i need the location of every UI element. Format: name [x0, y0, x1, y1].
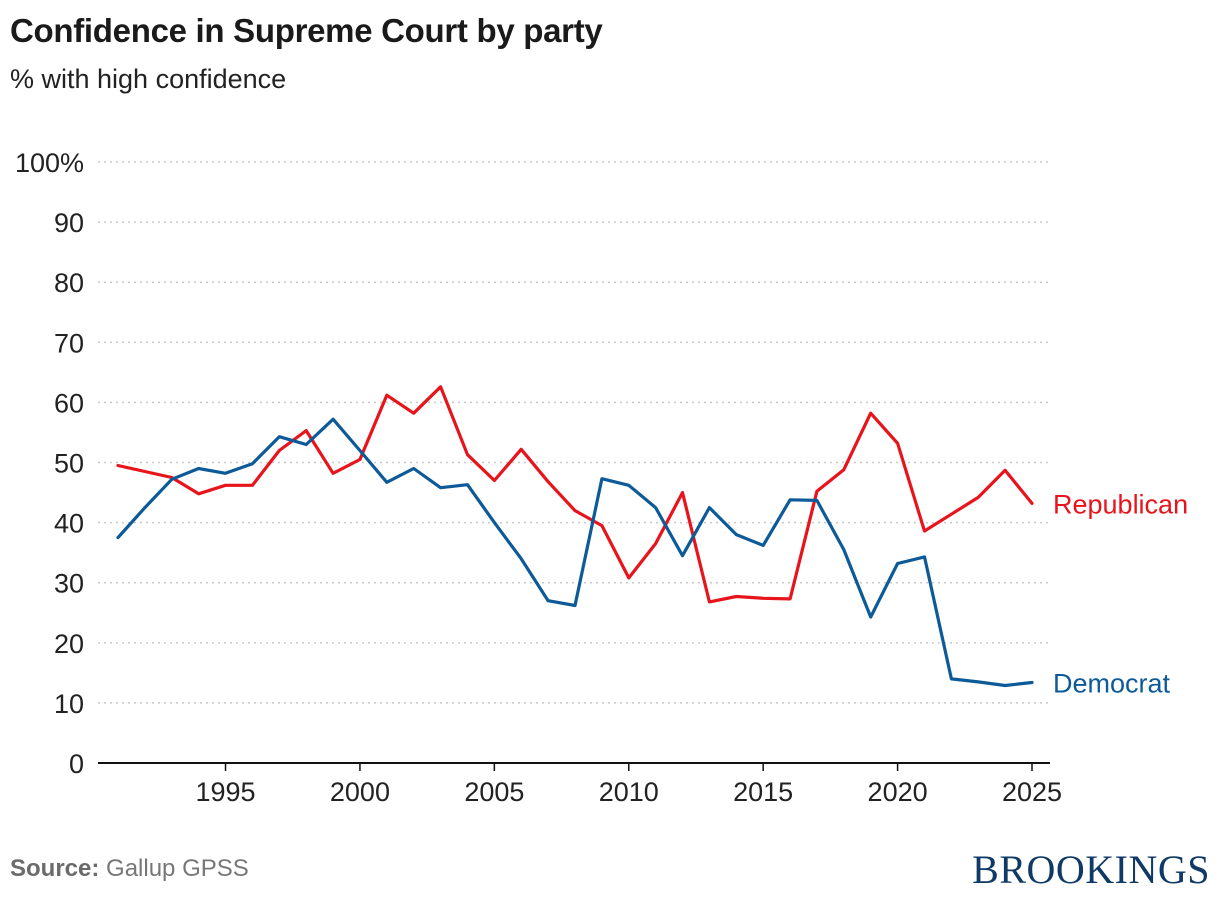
x-tick-label: 2020	[868, 777, 928, 807]
republican-line	[116, 385, 1034, 604]
y-tick-label: 20	[54, 629, 84, 659]
x-tick-label: 1995	[195, 777, 255, 807]
x-tick-label: 2010	[599, 777, 659, 807]
x-axis-ticks: 1995 2000 2005 2010 2015 2020 2025	[98, 762, 1062, 807]
y-tick-label: 90	[54, 208, 84, 238]
y-tick-label: 60	[54, 388, 84, 418]
y-tick-label: 100%	[15, 148, 84, 178]
chart-title: Confidence in Supreme Court by party	[10, 12, 603, 49]
y-tick-label: 0	[69, 749, 84, 779]
source-label: Source:	[10, 855, 100, 882]
x-tick-label: 2025	[1002, 777, 1062, 807]
series-labels: Republican Democrat	[1053, 489, 1188, 698]
democrat-line	[116, 417, 1034, 688]
y-tick-label: 10	[54, 689, 84, 719]
chart-subtitle: % with high confidence	[10, 64, 287, 94]
y-tick-label: 30	[54, 569, 84, 599]
democrat-series-label: Democrat	[1053, 668, 1171, 698]
source-text: Gallup GPSS	[106, 855, 249, 882]
gridlines	[98, 161, 1050, 704]
y-tick-label: 70	[54, 328, 84, 358]
x-tick-label: 2015	[733, 777, 793, 807]
x-tick-label: 2005	[464, 777, 524, 807]
brookings-logo: BROOKINGS	[972, 847, 1210, 892]
y-tick-label: 50	[54, 449, 84, 479]
source-note: Source: Gallup GPSS	[10, 855, 249, 883]
x-tick-label: 2000	[330, 777, 390, 807]
y-tick-label: 40	[54, 509, 84, 539]
series-lines	[116, 385, 1034, 688]
republican-series-label: Republican	[1053, 489, 1188, 519]
y-tick-label: 80	[54, 268, 84, 298]
y-axis-ticks: 0 10 20 30 40 50 60 70 80 90 100%	[15, 148, 84, 779]
